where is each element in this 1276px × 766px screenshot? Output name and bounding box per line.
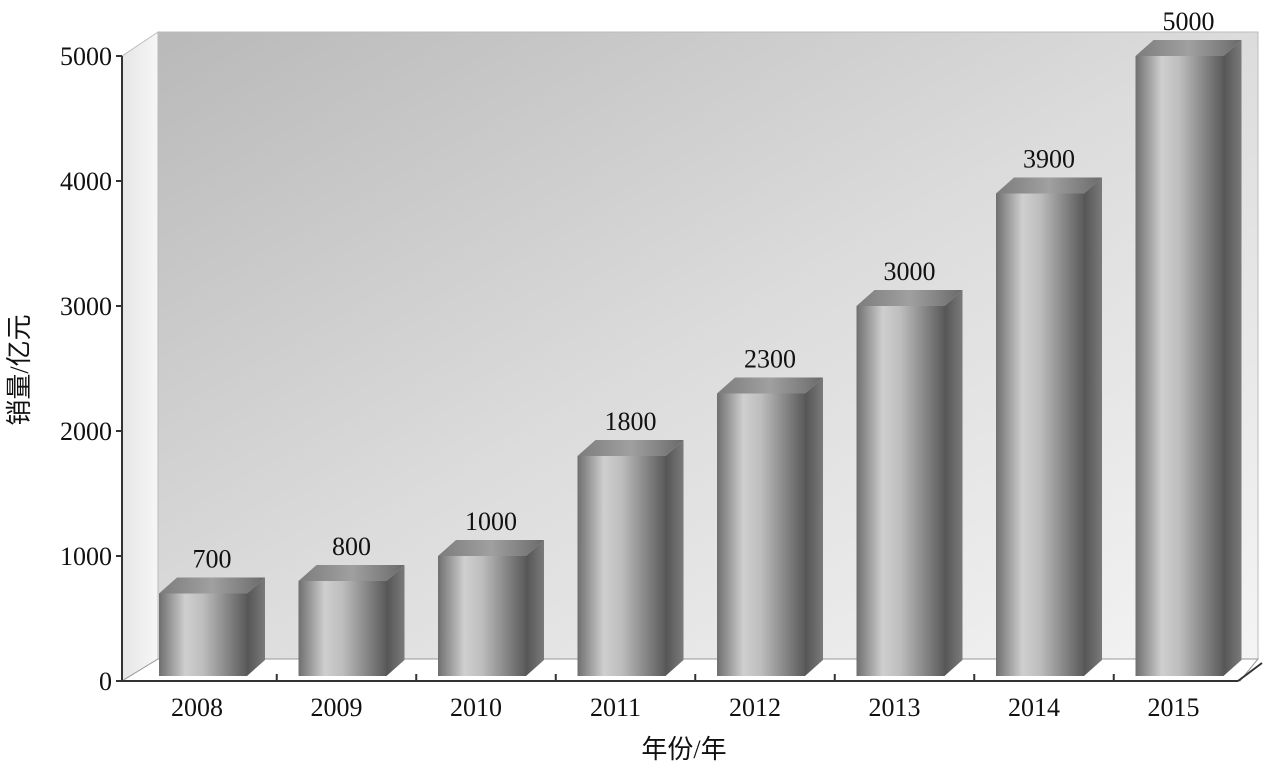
- x-tick-label: 2009: [311, 693, 363, 722]
- bar: [577, 456, 666, 676]
- bar: [298, 581, 387, 676]
- bar-top: [717, 377, 823, 394]
- bar-group: 3000 2013: [856, 257, 963, 722]
- bar-top: [856, 290, 963, 306]
- bar-side: [1084, 177, 1102, 676]
- bar-side: [247, 577, 265, 676]
- bars: 700 2008 800 2009 1000 2010 1800 2011 2300 2012 30…: [159, 7, 1242, 722]
- bar-side: [1223, 40, 1242, 676]
- bar-top: [298, 565, 405, 581]
- bar: [856, 306, 945, 676]
- bar: [438, 556, 526, 676]
- bar: [159, 593, 247, 676]
- x-tick-label: 2010: [450, 693, 502, 722]
- y-tick-label: 4000: [60, 167, 112, 196]
- bar-side: [665, 440, 684, 676]
- bar-group: 700 2008: [159, 545, 265, 722]
- axes: 0 1000 2000 3000 4000 5000: [60, 42, 1263, 696]
- y-tick-label: 0: [99, 667, 112, 696]
- x-tick-label: 2011: [590, 693, 641, 722]
- bar-top: [577, 440, 684, 456]
- bar-side: [944, 290, 963, 676]
- bar-group: 2300 2012: [717, 345, 823, 722]
- bar: [1135, 56, 1224, 676]
- x-tick-label: 2015: [1148, 693, 1200, 722]
- x-tick-label: 2013: [869, 693, 921, 722]
- bar-top: [438, 540, 544, 556]
- data-label: 800: [332, 532, 371, 561]
- y-tick-label: 2000: [60, 417, 112, 446]
- bar-side: [805, 377, 823, 676]
- bar-top: [1135, 40, 1242, 56]
- y-tick-label: 1000: [60, 542, 112, 571]
- y-tick-label: 3000: [60, 292, 112, 321]
- bar-side: [386, 565, 405, 676]
- bar-group: 3900 2014: [996, 145, 1102, 722]
- x-tick-label: 2008: [171, 693, 223, 722]
- bar-top: [159, 577, 265, 594]
- bar: [996, 193, 1084, 676]
- bar-group: 5000 2015: [1135, 7, 1242, 722]
- bar-group: 1800 2011: [577, 407, 684, 722]
- data-label: 1000: [465, 507, 517, 536]
- side-wall: [121, 31, 159, 682]
- x-tick-label: 2012: [729, 693, 781, 722]
- bar-group: 1000 2010: [438, 507, 544, 722]
- data-label: 2300: [744, 345, 796, 374]
- bar-side: [526, 540, 544, 676]
- x-tick-label: 2014: [1008, 693, 1060, 722]
- x-axis-label: 年份/年: [641, 735, 726, 764]
- x-axis-depth-line: [1237, 662, 1263, 682]
- data-label: 5000: [1163, 7, 1215, 36]
- data-label: 700: [193, 545, 232, 574]
- data-label: 3900: [1023, 145, 1075, 174]
- data-label: 1800: [605, 407, 657, 436]
- y-axis-label: 销量/亿元: [5, 314, 34, 425]
- bar: [717, 393, 805, 676]
- data-label: 3000: [884, 257, 936, 286]
- bar-top: [996, 177, 1102, 194]
- bar-group: 800 2009: [298, 532, 405, 722]
- y-tick-label: 5000: [60, 42, 112, 71]
